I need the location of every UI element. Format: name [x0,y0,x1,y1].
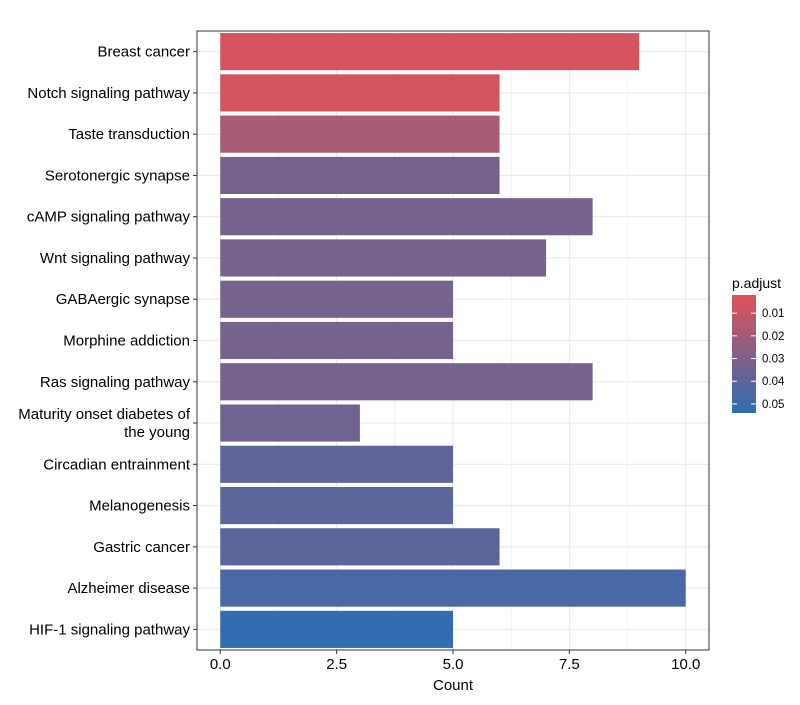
y-tick-label: Ras signaling pathway [40,374,191,391]
y-tick-label: GABAergic synapse [56,291,190,308]
bar [220,33,640,71]
y-tick-label: the young [124,424,190,441]
bar [220,74,500,112]
bar [220,156,500,195]
y-tick-label: Breast cancer [97,44,190,61]
legend-tick-label: 0.01 [762,308,784,320]
bar [220,198,593,236]
bar [220,486,453,525]
bar [220,569,686,607]
y-tick-label: Morphine addiction [63,333,190,350]
y-axis-labels: Breast cancer Notch signaling pathway Tast… [18,44,197,638]
y-tick-label: Alzheimer disease [67,580,190,597]
x-tick-label: 7.5 [559,656,580,673]
y-tick-label: Circadian entrainment [43,456,191,473]
y-tick-label: Serotonergic synapse [45,167,190,184]
legend-tick-label: 0.04 [762,376,785,388]
y-tick-label: Wnt signaling pathway [40,250,191,267]
x-tick-label: 2.5 [326,656,347,673]
x-tick-label: 10.0 [671,656,700,673]
bar [220,115,500,153]
legend-tick-label: 0.05 [762,399,784,411]
bar [220,363,593,401]
y-tick-label: cAMP signaling pathway [27,209,191,226]
legend-colorbar [732,295,756,413]
legend-tick-label: 0.03 [762,354,784,366]
legend-title: p.adjust [732,275,781,291]
y-tick-label: Maturity onset diabetes of [18,406,191,423]
y-tick-label: Taste transduction [68,126,190,143]
bar [220,321,453,360]
x-axis-title: Count [433,677,474,694]
bars-layer [220,33,686,648]
y-tick-label: HIF-1 signaling pathway [29,621,190,638]
bar [220,528,500,566]
y-tick-label: Notch signaling pathway [27,85,190,102]
legend: p.adjust 0.01 0.02 0.03 0.04 0.05 [732,275,785,413]
legend-tick-label: 0.02 [762,331,784,343]
bar [220,280,453,318]
legend-ticks: 0.01 0.02 0.03 0.04 0.05 [732,308,785,411]
bar [220,610,453,648]
x-tick-label: 5.0 [443,656,464,673]
y-tick-label: Melanogenesis [89,498,190,515]
x-tick-label: 0.0 [210,656,231,673]
bar [220,404,360,442]
y-tick-label: Gastric cancer [93,539,190,556]
x-axis: 0.0 2.5 5.0 7.5 10.0 [210,650,700,673]
bar [220,445,453,483]
bar [220,239,547,277]
